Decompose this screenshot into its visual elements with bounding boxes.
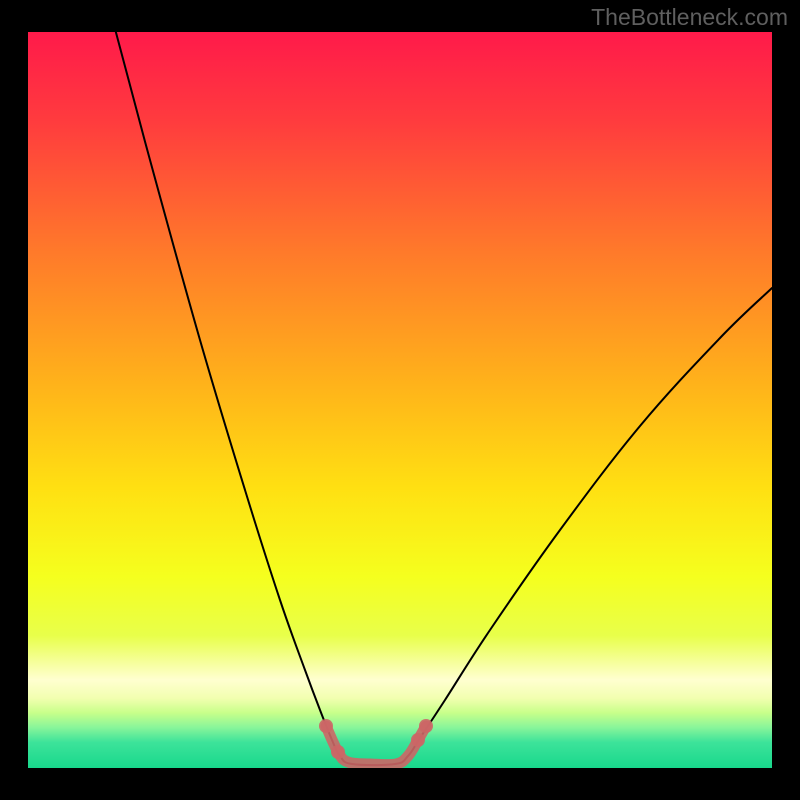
chart-frame: TheBottleneck.com bbox=[0, 0, 800, 800]
watermark-text: TheBottleneck.com bbox=[591, 4, 788, 31]
bottleneck-chart bbox=[0, 0, 800, 800]
